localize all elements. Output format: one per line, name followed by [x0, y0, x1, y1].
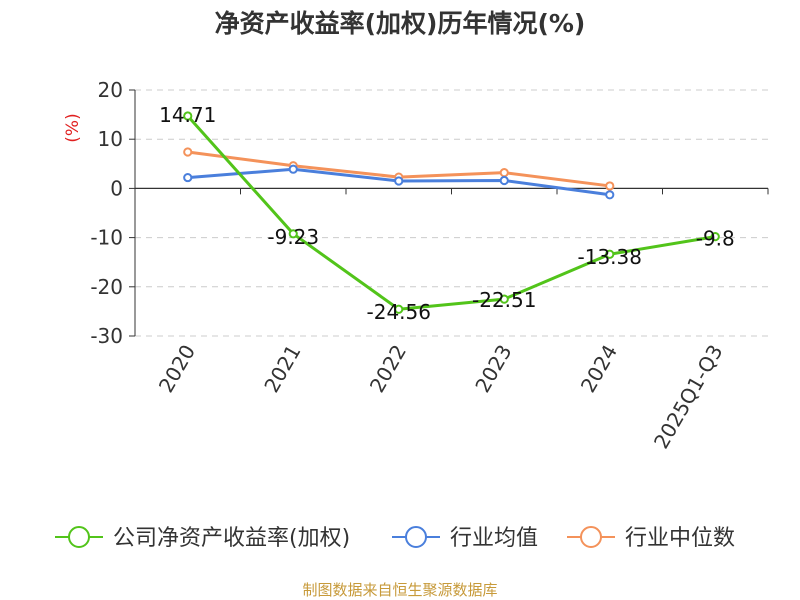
y-tick-label-0: 20 [98, 78, 123, 102]
data-label-3: -22.51 [472, 288, 536, 312]
series-1-point-3 [499, 175, 509, 186]
data-label-0: 14.71 [159, 103, 216, 127]
series-0-point-3 [499, 294, 509, 304]
y-tick-label-1: 10 [98, 127, 123, 151]
y-tick-label-3: -10 [90, 226, 123, 250]
series-2-point-3 [499, 168, 509, 178]
axes [129, 89, 769, 337]
series-line-0 [186, 115, 716, 311]
legend-marker-0 [68, 526, 90, 548]
data-labels: 14.71 -9.23 -24.56 -22.51 -13.38 -9.8 [159, 103, 735, 324]
chart-title: 净资产收益率(加权)历年情况(%) [214, 9, 586, 38]
series-1-point-2 [394, 176, 404, 186]
data-label-4: -13.38 [578, 245, 642, 269]
data-source-note: 制图数据来自恒生聚源数据库 [302, 581, 498, 599]
x-tick-label-2: 2022 [365, 341, 411, 397]
y-tick-label-5: -30 [90, 324, 123, 348]
x-tick-labels: 2020 2021 2022 2023 2024 2025Q1-Q3 [154, 341, 728, 453]
x-tick-label-1: 2021 [259, 341, 305, 397]
legend: 公司净资产收益率(加权) 行业均值 行业中位数 [55, 526, 735, 551]
grid-lines [135, 89, 768, 337]
series-0-point-1 [288, 229, 298, 239]
x-tick-label-5: 2025Q1-Q3 [649, 341, 728, 453]
series-0-point-5 [710, 232, 720, 242]
legend-label-2: 行业中位数 [625, 526, 735, 551]
series-1-point-0 [183, 172, 193, 183]
data-label-5: -9.8 [696, 227, 735, 251]
series-0-point-2 [394, 304, 404, 314]
y-tick-label-4: -20 [90, 275, 123, 299]
data-label-2: -24.56 [367, 300, 431, 324]
series-1-point-4 [605, 190, 615, 200]
data-label-1: -9.23 [267, 225, 319, 249]
legend-label-0: 公司净资产收益率(加权) [113, 526, 350, 551]
y-axis-label: (%) [63, 113, 83, 142]
y-tick-labels: 20 10 0 -10 -20 -30 [90, 78, 123, 348]
series-1-point-1 [288, 164, 298, 174]
legend-marker-2 [580, 526, 602, 548]
legend-label-1: 行业均值 [450, 526, 538, 551]
series-lines [183, 111, 720, 314]
series-0-point-0 [183, 111, 193, 121]
x-tick-label-0: 2020 [154, 341, 200, 397]
y-tick-label-2: 0 [110, 176, 123, 200]
series-2-point-4 [605, 181, 615, 191]
x-tick-label-4: 2024 [576, 341, 622, 397]
legend-marker-1 [405, 526, 427, 548]
series-0-point-4 [605, 249, 615, 259]
x-tick-label-3: 2023 [470, 341, 516, 397]
series-2-point-0 [183, 147, 193, 157]
